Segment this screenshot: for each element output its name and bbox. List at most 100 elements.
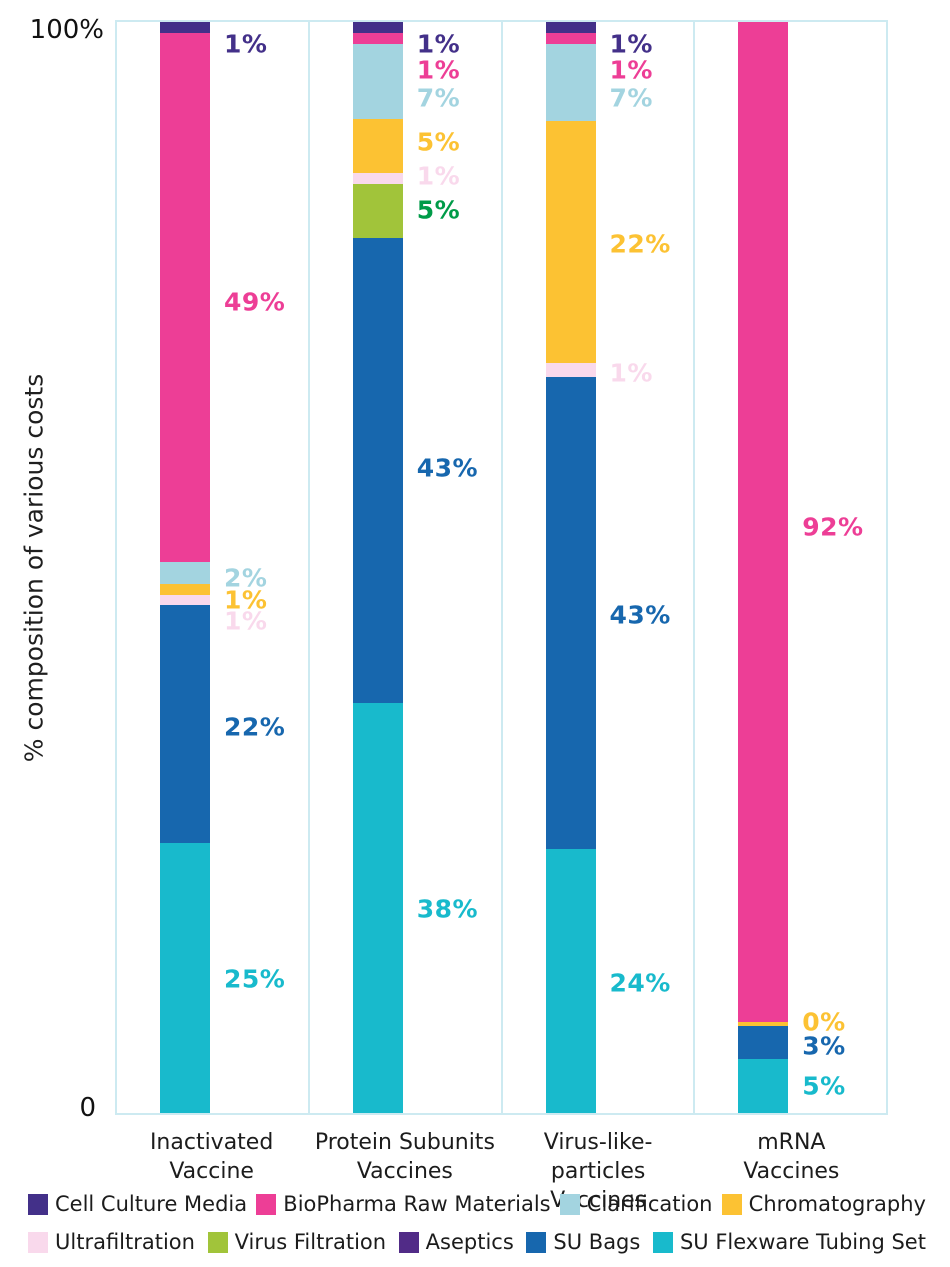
bar-segment-biopharma_raw_materials (545, 32, 596, 44)
legend-swatch-icon (721, 1193, 742, 1215)
category-label-3: Virus-like-particles Vaccines (502, 1128, 695, 1215)
segment-value-label-clarification: 7% (609, 83, 653, 113)
legend: Cell Culture Media BioPharma Raw Material… (28, 1192, 926, 1254)
legend-label: Chromatography (748, 1192, 926, 1216)
legend-swatch-icon (256, 1193, 277, 1215)
category-panel-2: 1% 1% 7% 5% 1% 5% 43% 38% (310, 22, 503, 1113)
legend-label: Clarification (586, 1192, 713, 1216)
legend-item-chromatography: Chromatography (721, 1192, 926, 1216)
segment-value-label-su_flexware_tubing_set: 5% (802, 1071, 846, 1101)
segment-value-label-chromatography: 22% (609, 229, 671, 259)
bar-segment-biopharma_raw_materials (160, 32, 210, 563)
bar-segment-biopharma_raw_materials (352, 32, 403, 44)
legend-item-cell_culture_media: Cell Culture Media (28, 1192, 247, 1216)
bar-segment-clarification (160, 562, 210, 584)
bar-segment-chromatography (545, 120, 596, 363)
category-label-2: Protein Subunits Vaccines (308, 1128, 501, 1215)
segment-value-label-clarification: 7% (416, 83, 461, 113)
bar-segment-cell_culture_media (352, 22, 403, 33)
bar-segment-su_flexware_tubing_set (160, 842, 210, 1113)
bar-segment-su_bags (738, 1026, 789, 1059)
category-label-1: Inactivated Vaccine (115, 1128, 308, 1215)
bar-segment-su_flexware_tubing_set (738, 1058, 789, 1113)
bar-segment-clarification (352, 43, 403, 120)
category-label-line1: Protein Subunits (314, 1130, 495, 1155)
segment-value-label-su_bags: 3% (802, 1031, 846, 1061)
category-label-4: mRNA Vaccines (695, 1128, 888, 1215)
segment-value-label-biopharma_raw_materials: 49% (224, 287, 286, 317)
legend-item-biopharma_raw_materials: BioPharma Raw Materials (256, 1192, 551, 1216)
bar-segment-ultrafiltration (160, 594, 210, 606)
bar-segment-su_flexware_tubing_set (352, 702, 403, 1113)
legend-label: BioPharma Raw Materials (283, 1192, 551, 1216)
category-label-line1: mRNA (757, 1130, 826, 1155)
y-axis-tick-100: 100% (29, 15, 104, 45)
legend-label: Aseptics (425, 1230, 514, 1254)
bar-segment-ultrafiltration (352, 173, 403, 185)
category-label-line2: Vaccine (169, 1159, 254, 1184)
legend-swatch-icon (526, 1231, 547, 1253)
segment-value-label-su_bags: 22% (224, 712, 286, 742)
legend-swatch-icon (652, 1231, 673, 1253)
legend-swatch-icon (28, 1193, 48, 1215)
segment-value-label-su_bags: 43% (609, 600, 671, 630)
legend-item-clarification: Clarification (559, 1192, 713, 1216)
stacked-bar (160, 22, 210, 1113)
legend-label: SU Bags (553, 1230, 641, 1254)
bar-segment-virus_filtration (352, 184, 403, 239)
bar-segment-chromatography (160, 583, 210, 595)
y-axis-tick-0: 0 (79, 1093, 96, 1123)
bar-segment-su_flexware_tubing_set (545, 849, 596, 1113)
segment-value-label-su_bags: 43% (416, 453, 479, 483)
segment-value-label-ultrafiltration: 1% (609, 358, 653, 388)
legend-swatch-icon (559, 1193, 580, 1215)
category-label-line2: Vaccines (356, 1159, 453, 1184)
legend-label: SU Flexware Tubing Set (679, 1230, 926, 1254)
category-label-line1: Inactivated (149, 1130, 274, 1155)
segment-value-label-virus_filtration: 5% (416, 195, 461, 225)
segment-value-label-chromatography: 0% (802, 1007, 846, 1037)
segment-value-label-biopharma_raw_materials: 92% (802, 512, 864, 542)
category-panel-1: 1% 49% 2% 1% 1% 22% 25% (117, 22, 310, 1113)
bar-segment-su_bags (160, 605, 210, 843)
stacked-bar (545, 22, 596, 1113)
segment-value-label-biopharma_raw_materials: 1% (609, 55, 653, 85)
segment-value-label-biopharma_raw_materials: 1% (416, 55, 461, 85)
legend-swatch-icon (207, 1231, 228, 1253)
segment-value-label-su_flexware_tubing_set: 38% (416, 894, 479, 924)
segment-value-label-cell_culture_media: 1% (609, 29, 653, 59)
bar-segment-su_bags (545, 376, 596, 850)
legend-item-aseptics: Aseptics (398, 1230, 514, 1254)
legend-row-1: Cell Culture Media BioPharma Raw Material… (28, 1192, 926, 1216)
x-axis-labels: Inactivated Vaccine Protein Subunits Vaccin… (115, 1128, 888, 1215)
category-label-line1: Virus-like-particles (543, 1130, 653, 1184)
legend-swatch-icon (28, 1231, 48, 1253)
segment-value-label-su_flexware_tubing_set: 24% (609, 968, 671, 998)
bar-segment-cell_culture_media (160, 22, 210, 33)
legend-label: Cell Culture Media (55, 1192, 248, 1216)
y-axis-title: % composition of various costs (19, 373, 49, 763)
segment-value-label-cell_culture_media: 1% (416, 29, 461, 59)
legend-item-su_flexware_tubing_set: SU Flexware Tubing Set (652, 1230, 926, 1254)
segment-value-label-ultrafiltration: 1% (224, 606, 268, 636)
bar-segment-su_bags (352, 238, 403, 703)
segment-value-label-cell_culture_media: 1% (224, 29, 268, 59)
segment-value-label-clarification: 2% (224, 563, 268, 593)
category-label-line2: Vaccines (743, 1159, 840, 1184)
legend-label: Virus Filtration (234, 1230, 387, 1254)
bar-segment-cell_culture_media (545, 22, 596, 33)
legend-item-ultrafiltration: Ultrafiltration (28, 1230, 195, 1254)
bar-segment-ultrafiltration (545, 362, 596, 377)
bar-segment-clarification (545, 43, 596, 121)
segment-value-label-ultrafiltration: 1% (416, 161, 461, 191)
category-panel-3: 1% 1% 7% 22% 1% 43% 24% (503, 22, 696, 1113)
segment-value-label-chromatography: 5% (416, 127, 461, 157)
category-panel-4: 92% 0% 3% 5% (695, 22, 886, 1113)
segment-value-label-chromatography: 1% (224, 585, 268, 615)
bar-segment-chromatography (738, 1022, 789, 1027)
legend-label: Ultrafiltration (55, 1230, 195, 1254)
segment-value-label-su_flexware_tubing_set: 25% (224, 964, 286, 994)
stacked-bar (738, 22, 789, 1113)
plot-area: 1% 49% 2% 1% 1% 22% 25% 1% 1% 7% 5% 1% 5% 43% 38% 1% 1% 7… (115, 20, 888, 1115)
